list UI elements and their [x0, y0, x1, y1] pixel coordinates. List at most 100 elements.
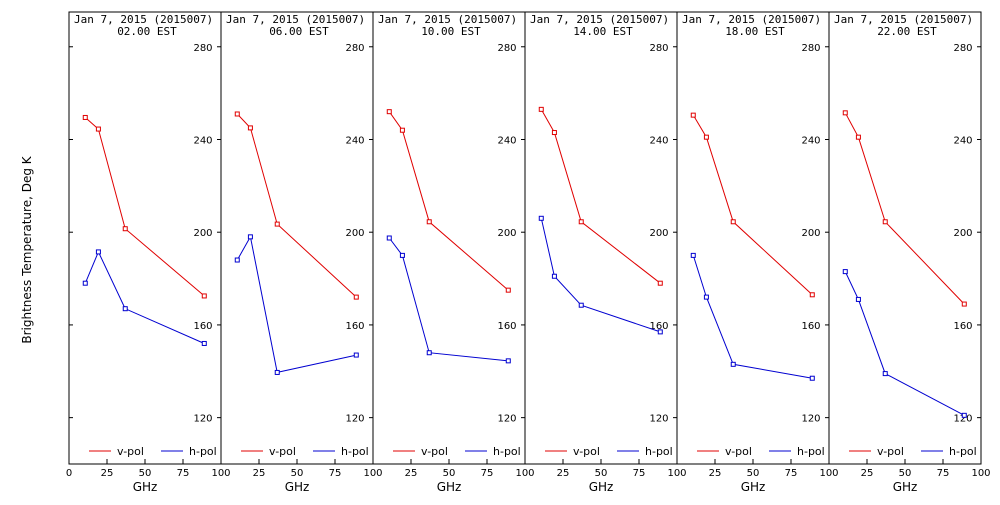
x-axis-label: GHz: [437, 480, 462, 494]
x-axis-label: GHz: [285, 480, 310, 494]
x-tick-label: 100: [971, 468, 990, 479]
data-point: [578, 219, 584, 225]
panel-2: Jan 7, 2015 (2015007)06.00 EST 120 160 200 2…: [220, 11, 383, 494]
x-axis-label: GHz: [589, 480, 614, 494]
x-tick-label: 100: [363, 468, 382, 479]
data-point: [274, 221, 280, 227]
data-point: [353, 294, 359, 300]
series-line-h-pol: [84, 250, 205, 344]
x-tick-label: 100: [515, 468, 534, 479]
legend-label: v-pol: [421, 445, 448, 458]
y-tick-label: 120: [497, 414, 516, 425]
series-line-h-pol: [692, 255, 813, 379]
y-tick-label: 240: [497, 135, 516, 146]
x-axis-label: GHz: [741, 480, 766, 494]
data-point: [690, 252, 696, 258]
data-point: [703, 294, 709, 300]
data-point: [657, 329, 663, 335]
y-tick-label: 160: [497, 321, 516, 332]
y-tick-label: 120: [345, 414, 364, 425]
legend-label: v-pol: [725, 445, 752, 458]
y-tick-label: 120: [193, 414, 212, 425]
x-tick-label: 50: [139, 468, 152, 479]
y-tick-label: 160: [801, 321, 820, 332]
legend-label: v-pol: [573, 445, 600, 458]
x-tick-label: 25: [101, 468, 114, 479]
panels: Jan 7, 2015 (2015007) 02.00 EST 120 160 200 2…: [66, 11, 991, 494]
y-tick-label: 280: [193, 43, 212, 54]
data-point: [855, 134, 861, 140]
legend-label: v-pol: [877, 445, 904, 458]
series-line-h-pol: [388, 237, 509, 362]
legend-label: h-pol: [341, 445, 369, 458]
panel-subtitle: 14.00 EST: [573, 25, 633, 38]
legend-label: h-pol: [645, 445, 673, 458]
y-tick-label: 280: [953, 43, 972, 54]
data-point: [201, 293, 207, 299]
series-line-v-pol: [84, 117, 205, 297]
series-line-h-pol: [844, 271, 965, 416]
panel-title: Jan 7, 2015 (2015007): [682, 13, 821, 26]
data-point: [505, 287, 511, 293]
x-tick-label: 75: [329, 468, 342, 479]
x-tick-label: 75: [633, 468, 646, 479]
x-tick-label: 50: [443, 468, 456, 479]
x-tick-label: 75: [481, 468, 494, 479]
y-tick-label: 120: [953, 414, 972, 425]
y-tick-label: 200: [345, 228, 364, 239]
x-axis-label: GHz: [133, 480, 158, 494]
data-point: [730, 219, 736, 225]
x-tick-label: 100: [667, 468, 686, 479]
data-point: [730, 361, 736, 367]
legend-label: h-pol: [189, 445, 217, 458]
panel-subtitle: 02.00 EST: [117, 25, 177, 38]
y-tick-label: 200: [801, 228, 820, 239]
data-point: [842, 269, 848, 275]
panel-subtitle: 10.00 EST: [421, 25, 481, 38]
data-point: [201, 340, 207, 346]
series-line-v-pol: [692, 114, 813, 296]
data-point: [690, 112, 696, 118]
data-point: [399, 127, 405, 133]
data-point: [426, 219, 432, 225]
data-point: [247, 125, 253, 131]
y-tick-label: 120: [649, 414, 668, 425]
panel-5: Jan 7, 2015 (2015007)18.00 EST 120 160 200 2…: [676, 11, 839, 494]
y-tick-label: 200: [953, 228, 972, 239]
legend-label: h-pol: [949, 445, 977, 458]
y-tick-label: 120: [801, 414, 820, 425]
data-point: [961, 301, 967, 307]
y-tick-label: 280: [345, 43, 364, 54]
data-point: [274, 369, 280, 375]
data-point: [82, 114, 88, 120]
x-axis-label: GHz: [893, 480, 918, 494]
x-tick-label: 100: [819, 468, 838, 479]
data-point: [855, 296, 861, 302]
x-tick-label: 75: [785, 468, 798, 479]
panel-subtitle: 06.00 EST: [269, 25, 329, 38]
x-tick-label: 25: [861, 468, 874, 479]
data-point: [961, 412, 967, 418]
panel-title: Jan 7, 2015 (2015007): [530, 13, 669, 26]
data-point: [703, 134, 709, 140]
x-tick-label: 50: [899, 468, 912, 479]
x-tick-label: 25: [557, 468, 570, 479]
data-point: [95, 126, 101, 132]
x-tick-label: 25: [405, 468, 418, 479]
data-point: [353, 352, 359, 358]
data-point: [82, 280, 88, 286]
y-tick-label: 160: [953, 321, 972, 332]
y-tick-label: 280: [801, 43, 820, 54]
panel-title: Jan 7, 2015 (2015007): [378, 13, 517, 26]
data-point: [426, 350, 432, 356]
y-tick-label: 160: [193, 321, 212, 332]
data-point: [809, 375, 815, 381]
y-tick-label: 280: [497, 43, 516, 54]
y-tick-label: 200: [649, 228, 668, 239]
y-tick-label: 240: [953, 135, 972, 146]
x-tick-label: 0: [66, 468, 72, 479]
series-line-h-pol: [236, 235, 357, 373]
data-point: [122, 226, 128, 232]
